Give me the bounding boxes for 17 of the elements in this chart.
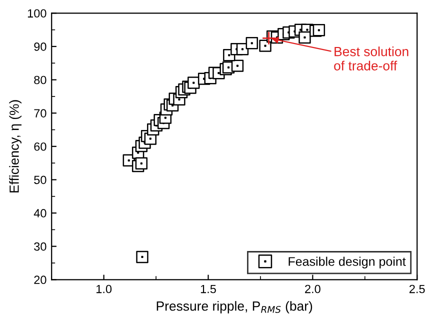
x-tick-label: 1.5 [200, 284, 216, 294]
x-tick-label: 2.5 [409, 284, 425, 294]
x-axis-title: Pressure ripple, P$_{RMS}$ (bar) [156, 301, 312, 314]
y-tick-label: 40 [34, 209, 46, 218]
y-axis-title: Efficiency, η (%) [9, 100, 22, 192]
y-tick-label: 50 [34, 176, 46, 184]
x-tick-label: 1.0 [96, 284, 112, 294]
x-tick-label: 2.0 [305, 284, 320, 294]
y-tick-label: 60 [34, 142, 46, 151]
y-tick-label: 100 [28, 9, 46, 18]
legend-label: Feasible design point [288, 256, 406, 268]
y-tick-label: 30 [34, 242, 46, 251]
annotation: Best solution of trade-off [334, 46, 408, 70]
y-tick-label: 90 [34, 42, 46, 51]
y-tick-label: 80 [34, 76, 46, 84]
y-tick-label: 70 [34, 109, 46, 118]
y-tick-label: 20 [34, 276, 46, 284]
